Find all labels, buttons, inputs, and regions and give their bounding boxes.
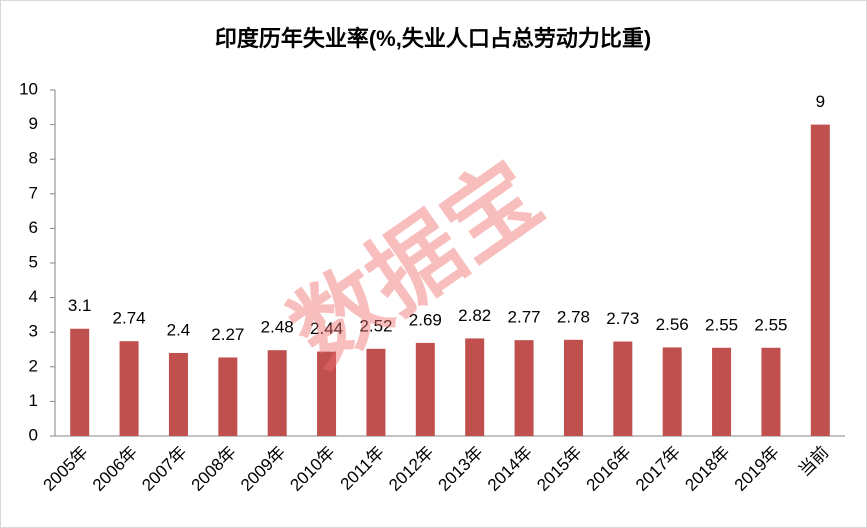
y-tick-label: 9 [29, 114, 38, 133]
bar [119, 341, 139, 436]
data-label: 2.55 [754, 315, 787, 334]
bar [267, 350, 287, 436]
bar [70, 328, 90, 436]
bar [563, 339, 583, 436]
y-tick-label: 1 [29, 391, 38, 410]
y-tick-label: 3 [29, 322, 38, 341]
data-label: 2.69 [409, 310, 442, 329]
data-label: 2.4 [167, 320, 191, 339]
bar [662, 347, 682, 436]
bar [514, 340, 534, 436]
y-tick-label: 7 [29, 183, 38, 202]
data-label: 9 [816, 92, 825, 111]
y-tick-label: 2 [29, 356, 38, 375]
bar [218, 357, 238, 436]
y-tick-label: 0 [29, 425, 38, 444]
data-label: 2.55 [705, 315, 738, 334]
data-label: 2.44 [310, 319, 343, 338]
bar [712, 347, 732, 436]
data-label: 2.78 [557, 307, 590, 326]
data-label: 2.73 [606, 309, 639, 328]
chart-title: 印度历年失业率(%,失业人口占总劳动力比重) [215, 26, 651, 51]
bar [613, 341, 633, 436]
bar [415, 342, 435, 436]
bar [761, 347, 781, 436]
data-label: 2.27 [211, 325, 244, 344]
data-label: 2.77 [508, 308, 541, 327]
data-label: 2.52 [359, 316, 392, 335]
y-tick-label: 10 [19, 79, 38, 98]
data-label: 2.74 [113, 309, 146, 328]
y-tick-label: 5 [29, 252, 38, 271]
bar [366, 348, 386, 436]
data-label: 3.1 [68, 296, 92, 315]
data-label: 2.48 [261, 318, 294, 337]
data-label: 2.56 [656, 315, 689, 334]
bar [317, 351, 337, 436]
y-tick-label: 4 [29, 287, 38, 306]
y-tick-label: 8 [29, 149, 38, 168]
data-label: 2.82 [458, 306, 491, 325]
bar [168, 352, 188, 436]
bar [465, 338, 485, 436]
y-tick-label: 6 [29, 218, 38, 237]
bar [810, 124, 830, 436]
